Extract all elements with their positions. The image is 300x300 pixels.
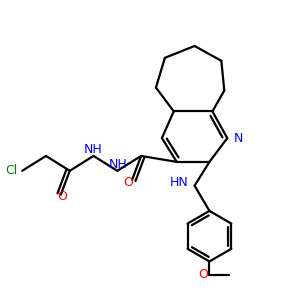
Text: HN: HN: [170, 176, 189, 189]
Text: NH: NH: [109, 158, 128, 171]
Text: N: N: [234, 132, 243, 145]
Text: O: O: [124, 176, 134, 189]
Text: Cl: Cl: [5, 164, 18, 177]
Text: O: O: [57, 190, 67, 203]
Text: O: O: [198, 268, 208, 281]
Text: NH: NH: [83, 143, 102, 156]
